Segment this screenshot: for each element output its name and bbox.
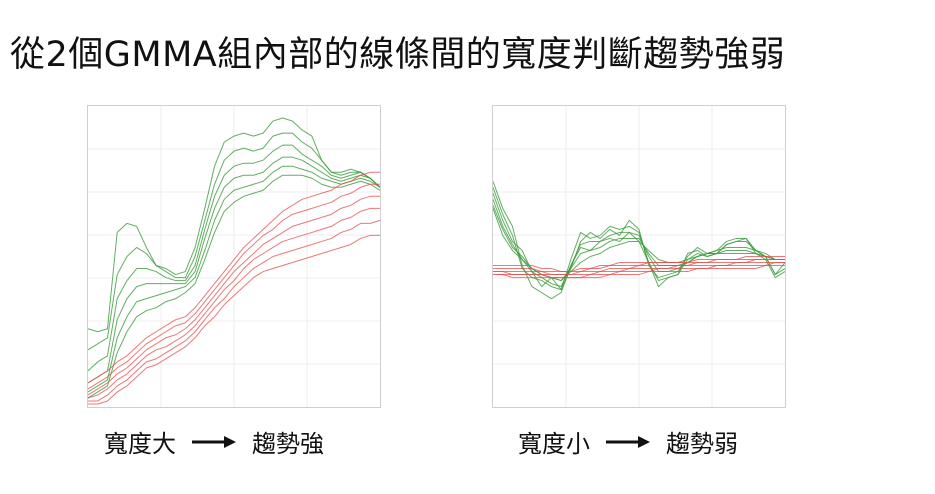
caption-wide: 寬度大 趨勢強	[104, 424, 324, 459]
long-term-ema-line	[88, 219, 381, 402]
short-term-ema-line	[87, 156, 381, 384]
page-title: 從2個GMMA組內部的線條間的寬度判斷趨勢強弱	[10, 35, 786, 75]
long-term-ema-line	[87, 195, 380, 396]
caption-narrow-left: 寬度小	[518, 430, 590, 458]
right-arrow-icon	[604, 434, 652, 450]
short-term-ema-line	[87, 132, 381, 351]
long-term-ema-line	[87, 183, 380, 390]
right-arrow-icon	[190, 434, 238, 450]
chart-narrow-ribbon-plot	[492, 105, 786, 408]
long-term-ema-line	[87, 171, 380, 384]
long-term-ema-line	[87, 207, 380, 399]
short-term-ema-line	[87, 174, 381, 399]
caption-wide-right: 趨勢強	[252, 430, 324, 458]
long-term-ema-line	[493, 262, 785, 279]
short-term-ema-line	[492, 187, 786, 291]
short-term-ema-line	[87, 144, 381, 372]
caption-narrow: 寬度小 趨勢弱	[518, 424, 738, 459]
chart-wide-ribbon	[87, 105, 381, 408]
caption-narrow-right: 趨勢弱	[666, 430, 738, 458]
chart-frame	[492, 105, 786, 408]
caption-wide-left: 寬度大	[104, 430, 176, 458]
chart-wide-ribbon-plot	[87, 105, 381, 408]
long-term-ema-line	[88, 234, 380, 405]
chart-frame	[87, 105, 381, 408]
short-term-ema-line	[492, 181, 786, 300]
long-term-ema-line	[493, 265, 785, 279]
chart-narrow-ribbon	[492, 105, 786, 408]
short-term-ema-line	[87, 165, 381, 393]
